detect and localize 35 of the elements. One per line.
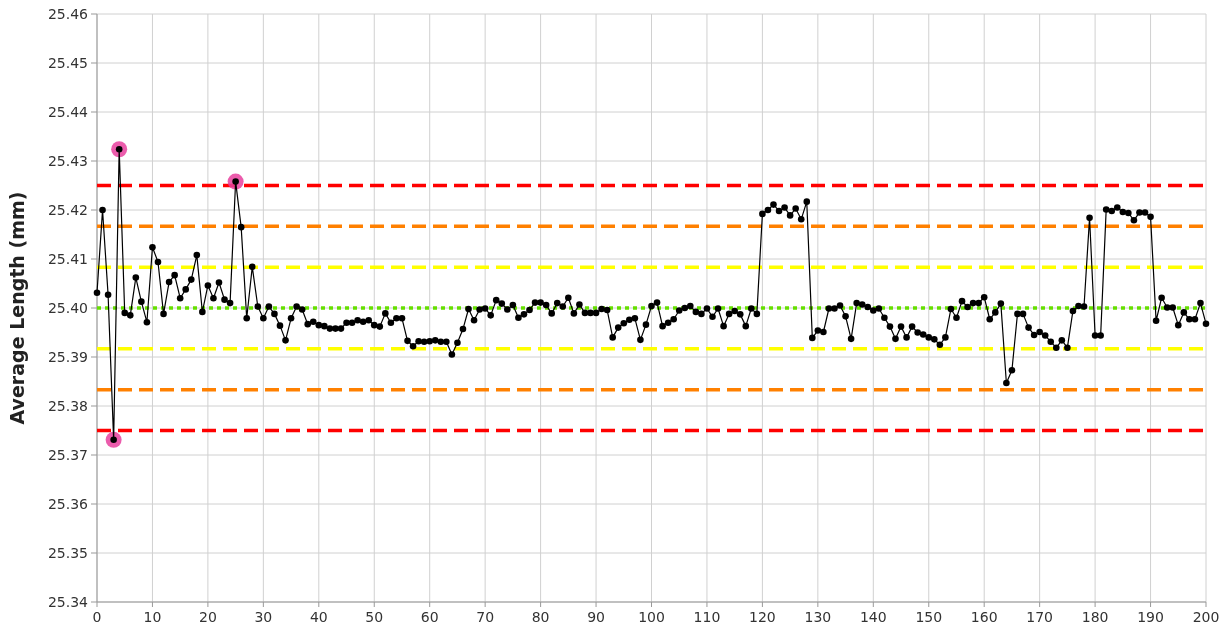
x-tick-label: 140 — [859, 609, 887, 625]
x-tick-label: 90 — [587, 609, 605, 625]
y-tick-label: 25.43 — [47, 152, 88, 169]
y-axis-title: Average Length (mm) — [6, 191, 28, 425]
x-tick-label: 30 — [254, 609, 273, 625]
x-tick-label: 120 — [749, 609, 776, 625]
y-tick-label: 25.38 — [47, 397, 88, 414]
x-tick-label: 170 — [1026, 609, 1054, 625]
y-tick-label: 25.39 — [47, 348, 88, 365]
x-tick-label: 70 — [476, 609, 495, 625]
x-tick-label: 180 — [1081, 609, 1109, 625]
x-tick-label: 190 — [1137, 609, 1164, 625]
x-tick-label: 50 — [365, 609, 384, 625]
y-tick-label: 25.46 — [47, 5, 89, 22]
y-tick-label: 25.34 — [47, 593, 89, 610]
x-tick-label: 200 — [1192, 609, 1220, 625]
y-tick-label: 25.42 — [47, 201, 88, 218]
y-tick-label: 25.37 — [47, 446, 88, 463]
y-tick-label: 25.41 — [47, 250, 88, 267]
x-tick-label: 40 — [309, 609, 328, 625]
x-tick-label: 110 — [693, 609, 721, 625]
y-tick-label: 25.40 — [47, 299, 88, 316]
y-tick-label: 25.36 — [47, 495, 89, 512]
y-tick-label: 25.35 — [47, 544, 88, 561]
x-tick-label: 80 — [531, 609, 550, 625]
x-tick-label: 20 — [198, 609, 217, 625]
x-tick-label: 60 — [420, 609, 439, 625]
x-tick-label: 0 — [92, 609, 102, 625]
x-tick-label: 10 — [143, 609, 162, 625]
x-tick-label: 100 — [638, 609, 665, 625]
x-tick-label: 160 — [970, 609, 998, 625]
y-tick-label: 25.44 — [47, 103, 89, 120]
x-tick-label: 150 — [915, 609, 943, 625]
x-tick-label: 130 — [804, 609, 832, 625]
y-tick-label: 25.45 — [47, 54, 88, 71]
